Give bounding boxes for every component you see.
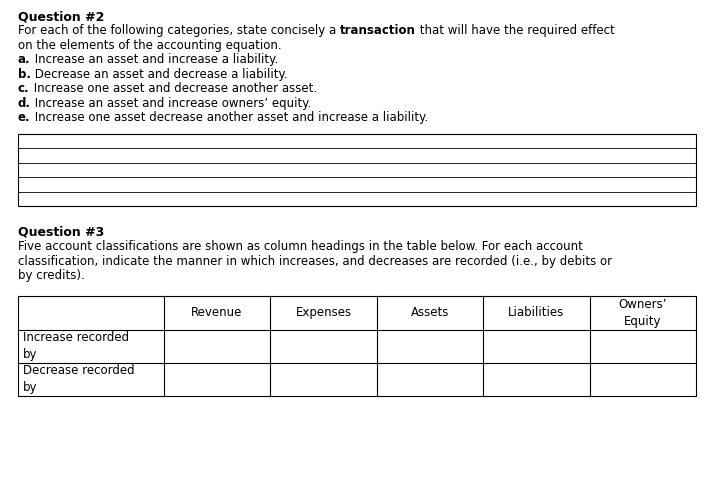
Text: Decrease recorded
by: Decrease recorded by <box>23 365 134 394</box>
Text: Five account classifications are shown as column headings in the table below. Fo: Five account classifications are shown a… <box>18 241 583 253</box>
Text: classification, indicate the manner in which increases, and decreases are record: classification, indicate the manner in w… <box>18 255 612 268</box>
Text: c.: c. <box>18 82 30 96</box>
Text: that will have the required effect: that will have the required effect <box>416 24 614 38</box>
Text: on the elements of the accounting equation.: on the elements of the accounting equati… <box>18 39 282 52</box>
Text: Increase recorded
by: Increase recorded by <box>23 332 129 362</box>
Text: Liabilities: Liabilities <box>508 307 565 319</box>
Text: e.: e. <box>18 112 31 124</box>
Text: by credits).: by credits). <box>18 270 85 283</box>
Text: transaction: transaction <box>340 24 416 38</box>
Text: Revenue: Revenue <box>191 307 242 319</box>
Text: Increase one asset decrease another asset and increase a liability.: Increase one asset decrease another asse… <box>31 112 428 124</box>
Text: Decrease an asset and decrease a liability.: Decrease an asset and decrease a liabili… <box>31 68 288 81</box>
Text: b.: b. <box>18 68 31 81</box>
Text: d.: d. <box>18 97 31 110</box>
Text: Question #2: Question #2 <box>18 10 105 23</box>
Text: Owners’
Equity: Owners’ Equity <box>619 298 667 328</box>
Bar <box>18 296 696 396</box>
Text: a.: a. <box>18 53 31 67</box>
Text: Increase one asset and decrease another asset.: Increase one asset and decrease another … <box>30 82 316 96</box>
Text: Increase an asset and increase owners’ equity.: Increase an asset and increase owners’ e… <box>31 97 311 110</box>
Text: Increase an asset and increase a liability.: Increase an asset and increase a liabili… <box>31 53 278 67</box>
Text: Question #3: Question #3 <box>18 226 105 239</box>
Text: Assets: Assets <box>411 307 449 319</box>
Text: Expenses: Expenses <box>295 307 351 319</box>
Text: For each of the following categories, state concisely a: For each of the following categories, st… <box>18 24 340 38</box>
Bar <box>18 134 696 206</box>
